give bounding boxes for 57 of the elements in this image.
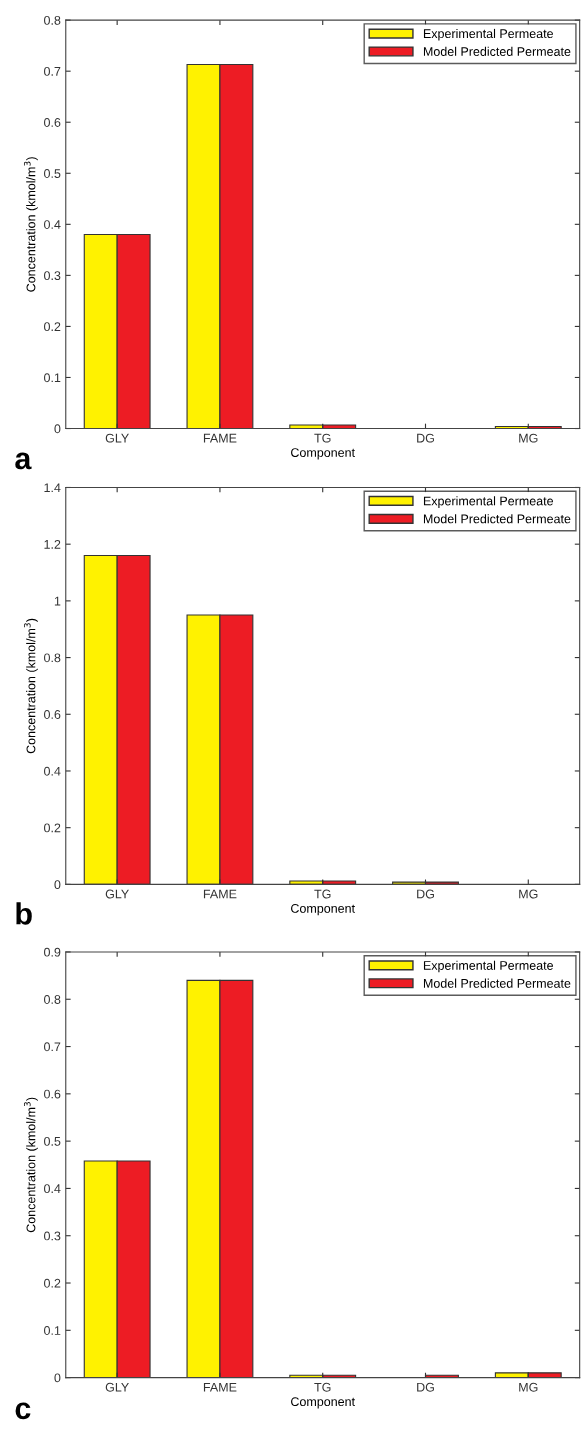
x-tick-label: FAME [203,889,237,899]
x-tick-label: DG [417,433,434,443]
y-tick-label: 0 [54,880,61,890]
y-tick-label: 0.4 [44,1184,61,1194]
y-tick-label: 0.8 [44,15,61,25]
legend-label: Experimental Permeate [423,960,553,973]
y-tick-label: 0.2 [44,823,61,833]
x-tick-label: MG [519,1382,538,1392]
y-tick-label: 0.7 [44,1042,61,1052]
x-tick-label: GLY [105,889,129,899]
y-tick-label: 0.8 [44,995,61,1004]
x-axis-title: Component [291,448,355,460]
y-tick-label: 0.6 [44,1089,61,1099]
y-tick-label: 0 [54,424,61,434]
y-tick-label: 0.3 [44,271,61,281]
y-tick-label: 0.4 [44,220,61,229]
y-tick-label: 0.8 [44,653,61,663]
y-tick-label: 0.9 [44,947,61,957]
x-tick-label: FAME [203,433,237,443]
x-tick-label: TG [314,1382,331,1392]
y-tick-label: 0.1 [44,1326,61,1335]
y-tick-label: 1.2 [44,539,61,549]
y-tick-label: 0.6 [44,710,61,719]
x-axis-title: Component [291,903,355,916]
legend-label: Model Predicted Permeate [423,514,571,524]
y-tick-label: 0.4 [44,766,61,776]
y-tick-label: 0.3 [44,1231,61,1241]
y-axis-title: Concentration (kmol/m$^{3}$) [23,157,38,292]
y-tick-label: 0.5 [44,169,61,178]
x-tick-label: GLY [105,1382,129,1392]
x-axis-title: Component [291,1397,355,1409]
legend-label: Experimental Permeate [423,496,553,508]
y-axis-title: Concentration (kmol/m$^{3}$) [23,618,38,754]
text: c [15,1402,31,1420]
text: a [15,452,32,470]
x-tick-label: DG [417,1382,434,1392]
x-tick-label: MG [519,433,538,443]
text: b [16,902,32,925]
y-tick-label: 0.5 [44,1136,61,1146]
x-tick-label: DG [417,889,434,899]
y-tick-label: 0.6 [44,118,61,127]
y-tick-label: 1.4 [44,483,61,493]
y-tick-label: 0.2 [44,1278,61,1288]
legend-label: Model Predicted Permeate [423,46,571,56]
y-tick-label: 0.1 [44,373,61,383]
y-tick-label: 0 [54,1373,61,1383]
x-tick-label: FAME [203,1382,237,1392]
x-tick-label: GLY [105,433,129,443]
y-tick-label: 1 [54,596,61,606]
y-axis-title: Concentration (kmol/m$^{3}$) [23,1097,38,1233]
legend-label: Model Predicted Permeate [423,978,571,988]
y-tick-label: 0.7 [44,66,61,76]
legend-label: Experimental Permeate [423,28,553,41]
x-tick-label: TG [314,433,331,443]
x-tick-label: TG [314,889,331,899]
y-tick-label: 0.2 [44,322,61,332]
x-tick-label: MG [519,889,538,899]
